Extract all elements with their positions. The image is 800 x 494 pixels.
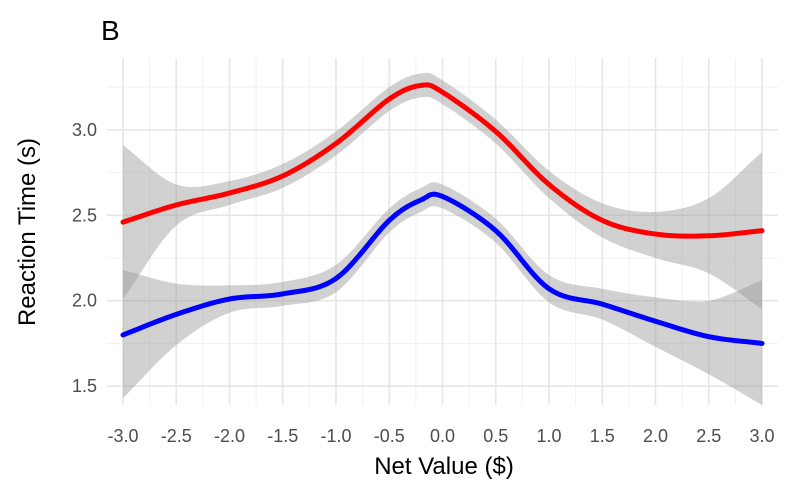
panel-label: B	[101, 15, 120, 46]
y-axis-ticks: 1.5 2.0 2.5 3.0	[72, 120, 97, 396]
x-axis-title: Net Value ($)	[374, 453, 514, 480]
x-tick-label: -0.5	[374, 426, 405, 446]
x-tick-label: 0.5	[483, 426, 508, 446]
x-axis-ticks: -3.0 -2.5 -2.0 -1.5 -1.0 -0.5 0.0 0.5 1.0 1.5 2.0 2…	[107, 426, 774, 446]
confidence-band-series-1	[122, 72, 763, 310]
series-line-1	[120, 82, 765, 239]
y-tick-label: 2.5	[72, 205, 97, 225]
x-tick-label: -3.0	[107, 426, 138, 446]
x-tick-label: -1.0	[320, 426, 351, 446]
x-tick-label: 0.0	[430, 426, 455, 446]
confidence-band-series-2	[122, 182, 763, 405]
y-tick-label: 1.5	[72, 376, 97, 396]
x-tick-label: 3.0	[750, 426, 775, 446]
x-tick-label: 1.0	[536, 426, 561, 446]
x-tick-label: -2.5	[161, 426, 192, 446]
x-tick-label: -1.5	[267, 426, 298, 446]
y-axis-title: Reaction Time (s)	[14, 138, 41, 326]
y-tick-label: 3.0	[72, 120, 97, 140]
y-tick-label: 2.0	[72, 291, 97, 311]
x-tick-label: 2.5	[696, 426, 721, 446]
series-line-2	[120, 191, 765, 346]
x-tick-label: -2.0	[214, 426, 245, 446]
confidence-ribbons	[122, 72, 763, 405]
x-tick-label: 1.5	[590, 426, 615, 446]
x-tick-label: 2.0	[643, 426, 668, 446]
series-lines	[120, 82, 765, 346]
